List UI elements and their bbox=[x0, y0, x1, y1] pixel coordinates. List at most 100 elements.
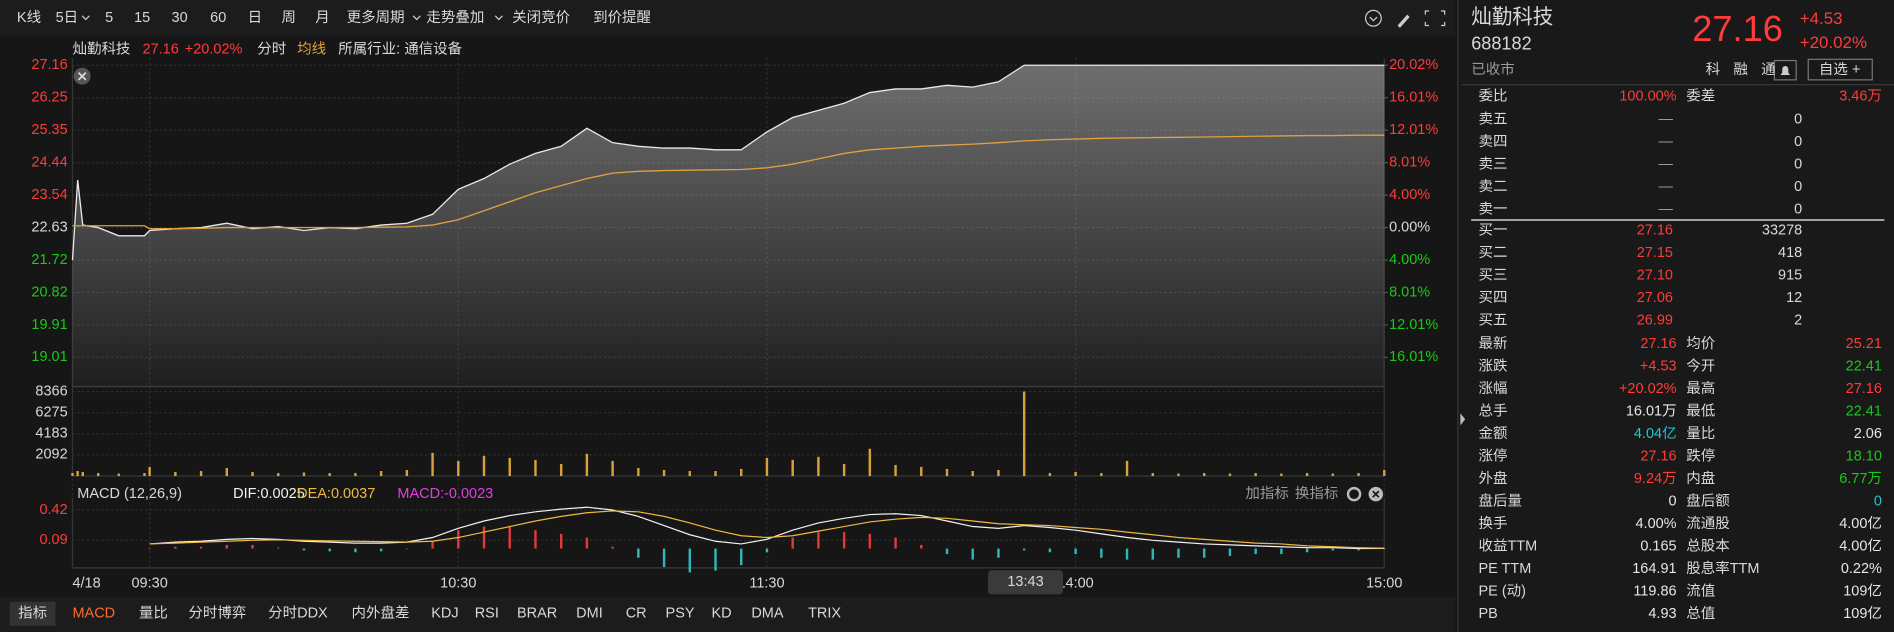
indicator-button[interactable]: 换指标 bbox=[1295, 485, 1338, 502]
stat-label: 均价 bbox=[1686, 335, 1715, 352]
volume-bar bbox=[71, 473, 74, 477]
book-price: 26.99 bbox=[1637, 313, 1673, 329]
badge[interactable]: 融 bbox=[1733, 61, 1748, 78]
toolbar-item[interactable]: 30 bbox=[172, 10, 188, 26]
toolbar-icon[interactable] bbox=[1397, 14, 1410, 28]
macd-bar bbox=[1074, 548, 1077, 555]
dropdown-chevron bbox=[412, 15, 421, 21]
series-label[interactable]: 均线 bbox=[297, 40, 326, 57]
stat-value: 0 bbox=[1874, 493, 1882, 509]
badge[interactable]: 科 bbox=[1706, 61, 1721, 78]
toolbar-item[interactable]: 15 bbox=[134, 10, 150, 26]
macd-bar bbox=[1125, 548, 1129, 560]
macd-bar bbox=[1357, 548, 1360, 551]
toolbar-item[interactable]: 关闭竞价 bbox=[512, 8, 570, 26]
settings-icon[interactable] bbox=[1346, 486, 1362, 502]
macd-bar bbox=[585, 537, 589, 549]
indicator-value: DEA:0.0037 bbox=[297, 486, 375, 502]
alert-button[interactable] bbox=[1773, 59, 1797, 81]
stat-value: 18.10 bbox=[1846, 449, 1882, 465]
stat-label: 涨幅 bbox=[1478, 380, 1507, 397]
volume-bar bbox=[997, 469, 1000, 477]
macd-bar bbox=[379, 548, 383, 552]
macd-bar bbox=[302, 548, 306, 551]
stat-value: 22.41 bbox=[1846, 359, 1882, 375]
toolbar-icon[interactable] bbox=[1424, 10, 1446, 27]
toolbar-item[interactable]: 周 bbox=[281, 10, 296, 26]
volume-bar bbox=[174, 472, 177, 477]
indicator-tab[interactable]: KD bbox=[711, 606, 731, 622]
volume-bar bbox=[1074, 472, 1077, 477]
macd-bar bbox=[740, 548, 743, 566]
macd-bar bbox=[1254, 548, 1257, 555]
volume-bar bbox=[431, 452, 434, 477]
book-volume: 2 bbox=[1794, 313, 1802, 329]
y-tick-label: 25.35 bbox=[31, 122, 67, 138]
indicator-tab[interactable]: 分时DDX bbox=[268, 605, 328, 622]
watch-button[interactable]: 自选 + bbox=[1819, 61, 1860, 78]
toolbar-item[interactable]: 月 bbox=[315, 10, 329, 26]
volume-bar bbox=[817, 456, 820, 477]
y2-tick-label: 16.01% bbox=[1389, 90, 1438, 106]
indicator-button[interactable]: 加指标 bbox=[1245, 485, 1288, 502]
volume-bar bbox=[1254, 473, 1257, 477]
volume-bar bbox=[302, 472, 306, 477]
stat-value: +20.02% bbox=[1619, 381, 1677, 397]
y-tick-label: 0.42 bbox=[39, 502, 67, 518]
indicator-tab[interactable]: TRIX bbox=[808, 606, 841, 622]
indicator-tab[interactable]: RSI bbox=[475, 606, 499, 622]
indicator-tab[interactable]: 量比 bbox=[139, 605, 168, 622]
tab-label[interactable]: 指标 bbox=[18, 605, 47, 622]
stat-label: PE TTM bbox=[1478, 561, 1531, 577]
y-tick-label: 21.72 bbox=[31, 252, 67, 268]
macd-bar bbox=[277, 547, 280, 549]
macd-bar bbox=[148, 548, 151, 550]
y2-tick-label: 4.00% bbox=[1389, 187, 1430, 203]
volume-bar bbox=[199, 470, 203, 477]
indicator-tab[interactable]: 分时博弈 bbox=[188, 605, 246, 622]
indicator-tab[interactable]: CR bbox=[626, 606, 647, 622]
indicator-tab[interactable]: BRAR bbox=[517, 606, 557, 622]
indicator-tab[interactable]: KDJ bbox=[431, 606, 458, 622]
book-price: — bbox=[1658, 201, 1673, 217]
y-tick-label: 0.09 bbox=[39, 532, 67, 548]
volume-bar bbox=[1305, 473, 1309, 477]
collapse-arrow[interactable] bbox=[1460, 413, 1466, 426]
indicator-tab[interactable]: PSY bbox=[666, 606, 695, 622]
book-level: 卖三 bbox=[1478, 155, 1507, 172]
toolbar-item[interactable]: 更多周期 bbox=[347, 9, 405, 26]
toolbar-item[interactable]: K线 bbox=[17, 9, 41, 26]
series-label[interactable]: 分时 bbox=[257, 40, 286, 57]
toolbar-item[interactable]: 5日 bbox=[56, 10, 79, 26]
book-volume: 915 bbox=[1778, 268, 1802, 284]
volume-bar bbox=[81, 472, 84, 477]
x-tick-label: 11:30 bbox=[749, 575, 784, 591]
toolbar-item[interactable]: 5 bbox=[105, 10, 113, 26]
toolbar-item[interactable]: 走势叠加 bbox=[426, 9, 484, 26]
macd-bar bbox=[482, 526, 486, 549]
y2-tick-label: 0.00% bbox=[1389, 219, 1430, 235]
toolbar-item[interactable]: 日 bbox=[248, 10, 262, 26]
indicator-tab[interactable]: DMA bbox=[751, 606, 784, 622]
macd-bar bbox=[842, 532, 846, 549]
toolbar-item[interactable]: 到价提醒 bbox=[593, 9, 651, 26]
volume-bar bbox=[76, 470, 79, 477]
y-tick-label: 4183 bbox=[35, 426, 67, 442]
indicator-tab[interactable]: DMI bbox=[576, 606, 603, 622]
book-level: 买二 bbox=[1478, 244, 1507, 261]
macd-bar bbox=[225, 544, 229, 549]
toolbar-item[interactable]: 60 bbox=[210, 10, 226, 26]
cursor-time: 13:43 bbox=[1007, 574, 1043, 590]
average-line bbox=[72, 134, 1385, 230]
watch-button-frame[interactable] bbox=[1807, 58, 1873, 81]
y2-tick-label: 4.00% bbox=[1389, 252, 1430, 268]
stat-label: 金额 bbox=[1478, 425, 1507, 442]
indicator-tab[interactable]: MACD bbox=[72, 606, 115, 622]
indicator-tab[interactable]: 内外盘差 bbox=[352, 604, 410, 622]
badge[interactable]: 通 bbox=[1761, 61, 1776, 78]
volume-bar bbox=[1280, 473, 1283, 477]
toolbar-icon[interactable] bbox=[1364, 9, 1382, 27]
market-status: 已收市 bbox=[1471, 61, 1514, 78]
book-level: 买一 bbox=[1478, 222, 1507, 239]
volume-bar bbox=[637, 467, 640, 477]
